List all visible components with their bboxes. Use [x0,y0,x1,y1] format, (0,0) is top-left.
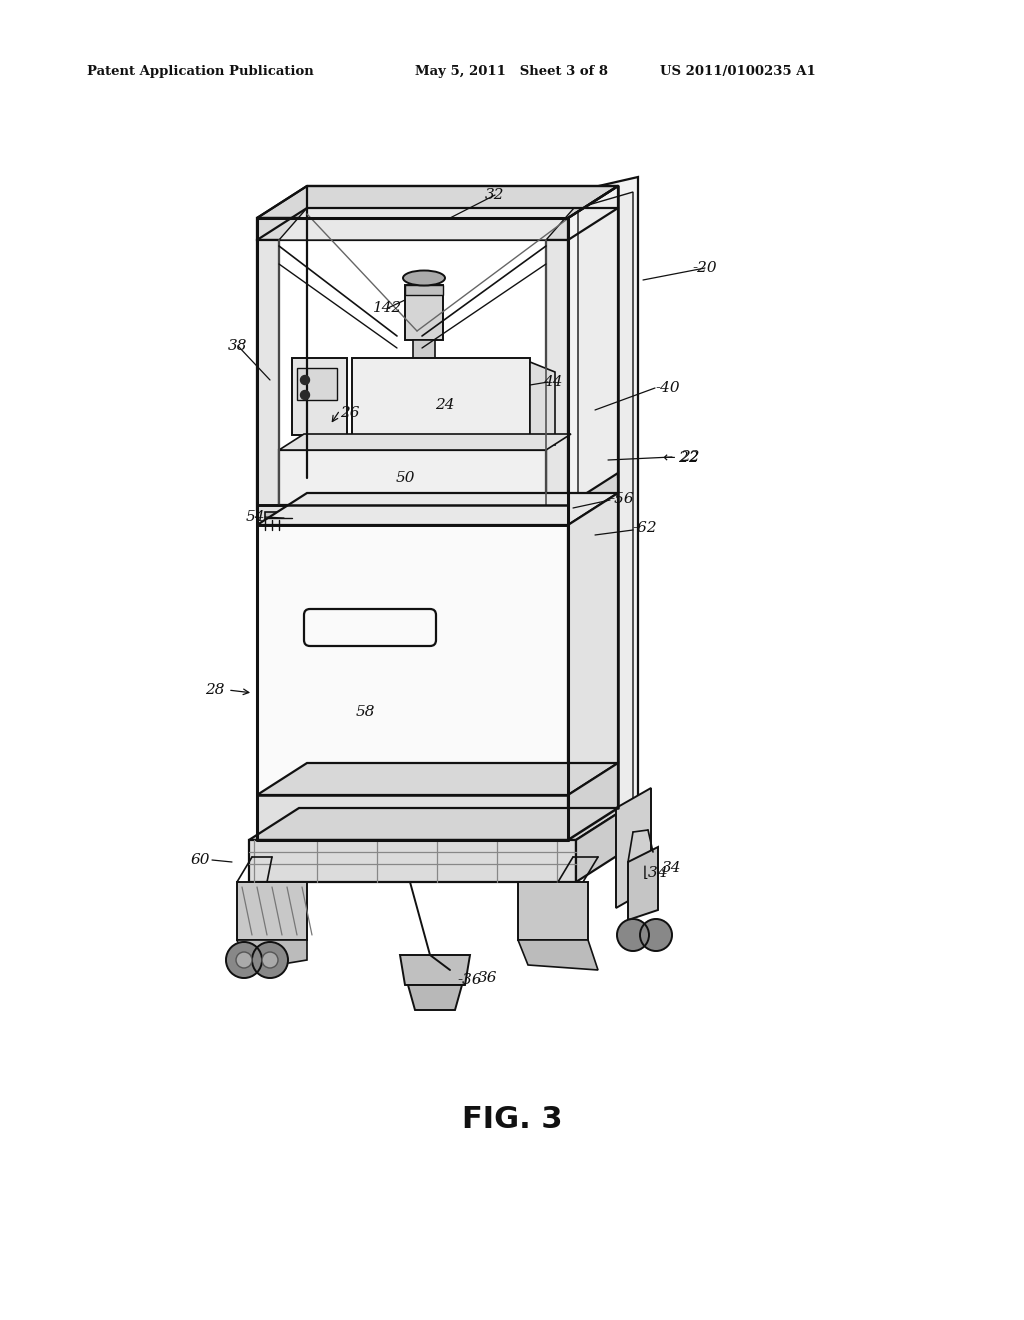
Polygon shape [279,450,546,506]
Polygon shape [257,240,279,510]
Polygon shape [546,240,568,510]
Text: 54: 54 [246,510,265,524]
Polygon shape [249,808,626,840]
Text: $\leftarrow$22: $\leftarrow$22 [660,450,699,465]
Text: 44: 44 [544,375,563,389]
Circle shape [236,952,252,968]
Polygon shape [257,506,568,525]
Text: 24: 24 [435,399,455,412]
Polygon shape [297,368,337,400]
Text: 50: 50 [395,471,415,484]
Polygon shape [279,209,574,240]
Text: 26: 26 [340,407,359,420]
Text: -62: -62 [633,521,657,535]
Polygon shape [400,954,470,985]
Text: 36: 36 [478,972,498,985]
Polygon shape [257,795,568,840]
Circle shape [617,919,649,950]
Polygon shape [568,177,638,855]
FancyBboxPatch shape [304,609,436,645]
Text: Patent Application Publication: Patent Application Publication [87,65,313,78]
Polygon shape [352,358,530,436]
Text: 34: 34 [662,861,682,875]
Text: 142: 142 [374,301,402,315]
Polygon shape [292,358,347,436]
Polygon shape [249,840,575,882]
Polygon shape [279,434,571,450]
Polygon shape [413,341,435,372]
Ellipse shape [403,271,445,285]
Polygon shape [628,847,658,920]
Polygon shape [265,512,292,525]
Text: May 5, 2011   Sheet 3 of 8: May 5, 2011 Sheet 3 of 8 [415,65,607,78]
Circle shape [252,942,288,978]
Polygon shape [257,525,568,795]
Polygon shape [518,940,598,970]
Text: 32: 32 [485,187,505,202]
Text: -56: -56 [609,492,634,506]
Polygon shape [578,191,633,840]
Circle shape [300,375,309,384]
Polygon shape [616,788,651,908]
Text: 38: 38 [228,339,248,352]
Polygon shape [237,940,307,970]
Polygon shape [257,218,568,240]
Text: -40: -40 [655,381,680,395]
Circle shape [300,391,309,400]
Polygon shape [257,492,618,525]
Polygon shape [530,362,555,445]
Circle shape [226,942,262,978]
Text: -36: -36 [458,973,482,987]
Circle shape [640,919,672,950]
Text: 58: 58 [355,705,375,719]
Text: $\lfloor$34: $\lfloor$34 [642,863,668,880]
Polygon shape [408,985,462,1010]
Polygon shape [575,808,626,882]
Polygon shape [568,473,618,525]
Text: US 2011/0100235 A1: US 2011/0100235 A1 [660,65,816,78]
Polygon shape [518,882,588,940]
Text: 28: 28 [205,682,224,697]
Text: FIG. 3: FIG. 3 [462,1106,562,1134]
Polygon shape [406,285,443,341]
Text: 22: 22 [680,450,699,465]
Circle shape [262,952,278,968]
Polygon shape [257,763,618,795]
Polygon shape [406,285,443,294]
Polygon shape [568,492,618,795]
Text: 60: 60 [190,853,210,867]
Polygon shape [568,763,618,840]
Polygon shape [257,186,618,218]
Polygon shape [237,882,307,940]
Text: -20: -20 [692,261,718,275]
